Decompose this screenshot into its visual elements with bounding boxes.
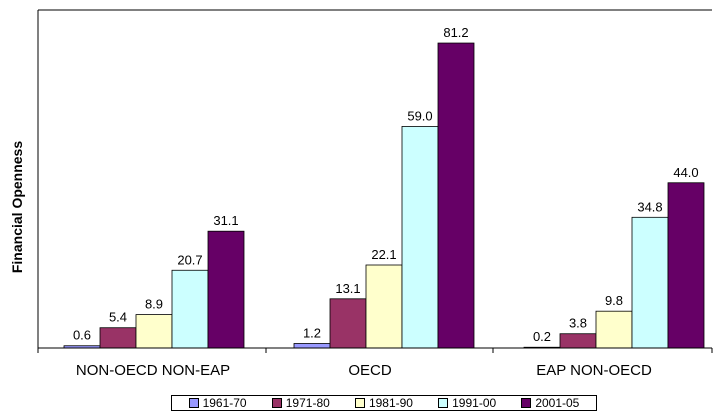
y-axis-label-text: Financial Openness: [9, 140, 26, 273]
legend-label-1991-00: 1991-00: [452, 396, 497, 410]
bar-1991-00-2: [401, 126, 439, 349]
legend-label-1961-70: 1961-70: [202, 396, 247, 410]
legend-swatch-1981-90: [354, 398, 365, 408]
data-label-1971-80-2: 13.1: [335, 281, 360, 296]
data-label-1981-90-1: 8.9: [145, 297, 163, 312]
bar-1981-90-2: [365, 264, 403, 349]
bar-1971-80-3: [559, 333, 597, 349]
bar-1991-00-1: [171, 269, 209, 349]
data-label-2001-05-1: 31.1: [213, 213, 238, 228]
legend-swatch-1971-80: [271, 398, 282, 408]
legend-item-1981-90: 1981-90: [354, 396, 413, 410]
data-label-1981-90-3: 9.8: [605, 293, 623, 308]
category-label-non-oecd-non-eap: NON-OECD NON-EAP: [75, 362, 231, 379]
data-label-1961-70-2: 1.2: [303, 325, 321, 340]
category-label-eap-non-oecd: EAP NON-OECD: [536, 362, 652, 379]
data-label-1961-70-1: 0.6: [73, 328, 91, 343]
bar-1991-00-3: [631, 216, 669, 349]
legend-swatch-2001-05: [521, 398, 532, 408]
data-label-1991-00-2: 59.0: [407, 108, 432, 123]
legend: 1961-70 1971-80 1981-90 1991-00 2001-05: [171, 395, 597, 411]
bar-1981-90-3: [595, 310, 633, 349]
bar-2001-05-3: [667, 182, 705, 349]
legend-item-2001-05: 2001-05: [521, 396, 579, 410]
data-label-1971-80-1: 5.4: [109, 310, 127, 325]
data-label-2001-05-2: 81.2: [443, 25, 468, 40]
data-label-2001-05-3: 44.0: [673, 165, 698, 180]
bar-2001-05-2: [437, 42, 475, 349]
legend-label-2001-05: 2001-05: [535, 396, 580, 410]
data-label-1991-00-3: 34.8: [637, 199, 662, 214]
legend-swatch-1991-00: [438, 398, 449, 408]
legend-item-1991-00: 1991-00: [438, 396, 496, 410]
legend-label-1971-80: 1971-80: [285, 396, 330, 410]
data-label-1961-70-3: 0.2: [533, 329, 551, 344]
category-label-oecd: OECD: [348, 362, 392, 379]
y-axis-label: Financial Openness: [2, 0, 32, 413]
legend-item-1971-80: 1971-80: [271, 396, 330, 410]
bar-1971-80-2: [329, 298, 367, 349]
legend-label-1981-90: 1981-90: [368, 396, 413, 410]
legend-item-1961-70: 1961-70: [188, 396, 247, 410]
bar-1971-80-1: [99, 327, 137, 349]
bar-2001-05-1: [207, 230, 245, 349]
data-label-1971-80-3: 3.8: [569, 316, 587, 331]
data-label-1991-00-1: 20.7: [177, 252, 202, 267]
bar-1981-90-1: [135, 314, 173, 349]
data-label-1981-90-2: 22.1: [371, 247, 396, 262]
legend-swatch-1961-70: [188, 398, 199, 408]
bar-1961-70-2: [293, 343, 331, 349]
